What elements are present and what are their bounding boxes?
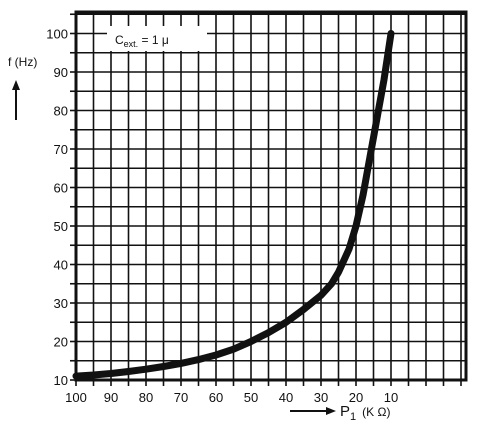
x-axis-label: P1 (K Ω) <box>340 403 390 423</box>
grid <box>76 12 466 380</box>
x-tick-label: 50 <box>244 390 258 405</box>
x-tick-label: 40 <box>279 390 293 405</box>
y-tick-label: 60 <box>54 181 68 196</box>
x-tick-label: 70 <box>174 390 188 405</box>
x-axis-arrow-head <box>326 407 336 415</box>
y-axis-title: f (Hz) <box>8 55 37 120</box>
y-axis-arrow-head <box>12 80 20 90</box>
y-tick-label: 70 <box>54 142 68 157</box>
y-tick-label: 20 <box>54 335 68 350</box>
y-tick-label: 100 <box>46 27 68 42</box>
y-axis-label: f (Hz) <box>8 55 37 69</box>
x-tick-label: 90 <box>104 390 118 405</box>
y-tick-label: 90 <box>54 65 68 80</box>
y-tick-label: 50 <box>54 219 68 234</box>
annotation-text: Cext. = 1 μ <box>115 33 169 49</box>
y-tick-label: 30 <box>54 296 68 311</box>
x-tick-label: 60 <box>209 390 223 405</box>
annotation-box: Cext. = 1 μ <box>107 26 207 51</box>
y-axis-ticks: 10 20 30 40 50 60 70 80 90 100 <box>46 13 76 388</box>
frequency-curve <box>72 30 395 380</box>
x-tick-label: 100 <box>65 390 87 405</box>
x-tick-label: 10 <box>384 390 398 405</box>
y-tick-label: 40 <box>54 258 68 273</box>
y-tick-label: 10 <box>54 373 68 388</box>
x-axis-ticks: 100 90 80 70 60 50 40 30 20 10 <box>65 380 462 405</box>
x-axis-title: P1 (K Ω) <box>290 403 390 423</box>
plot-frame <box>74 10 468 382</box>
x-tick-label: 80 <box>139 390 153 405</box>
x-tick-label: 30 <box>314 390 328 405</box>
y-tick-label: 80 <box>54 104 68 119</box>
x-tick-label: 20 <box>349 390 363 405</box>
